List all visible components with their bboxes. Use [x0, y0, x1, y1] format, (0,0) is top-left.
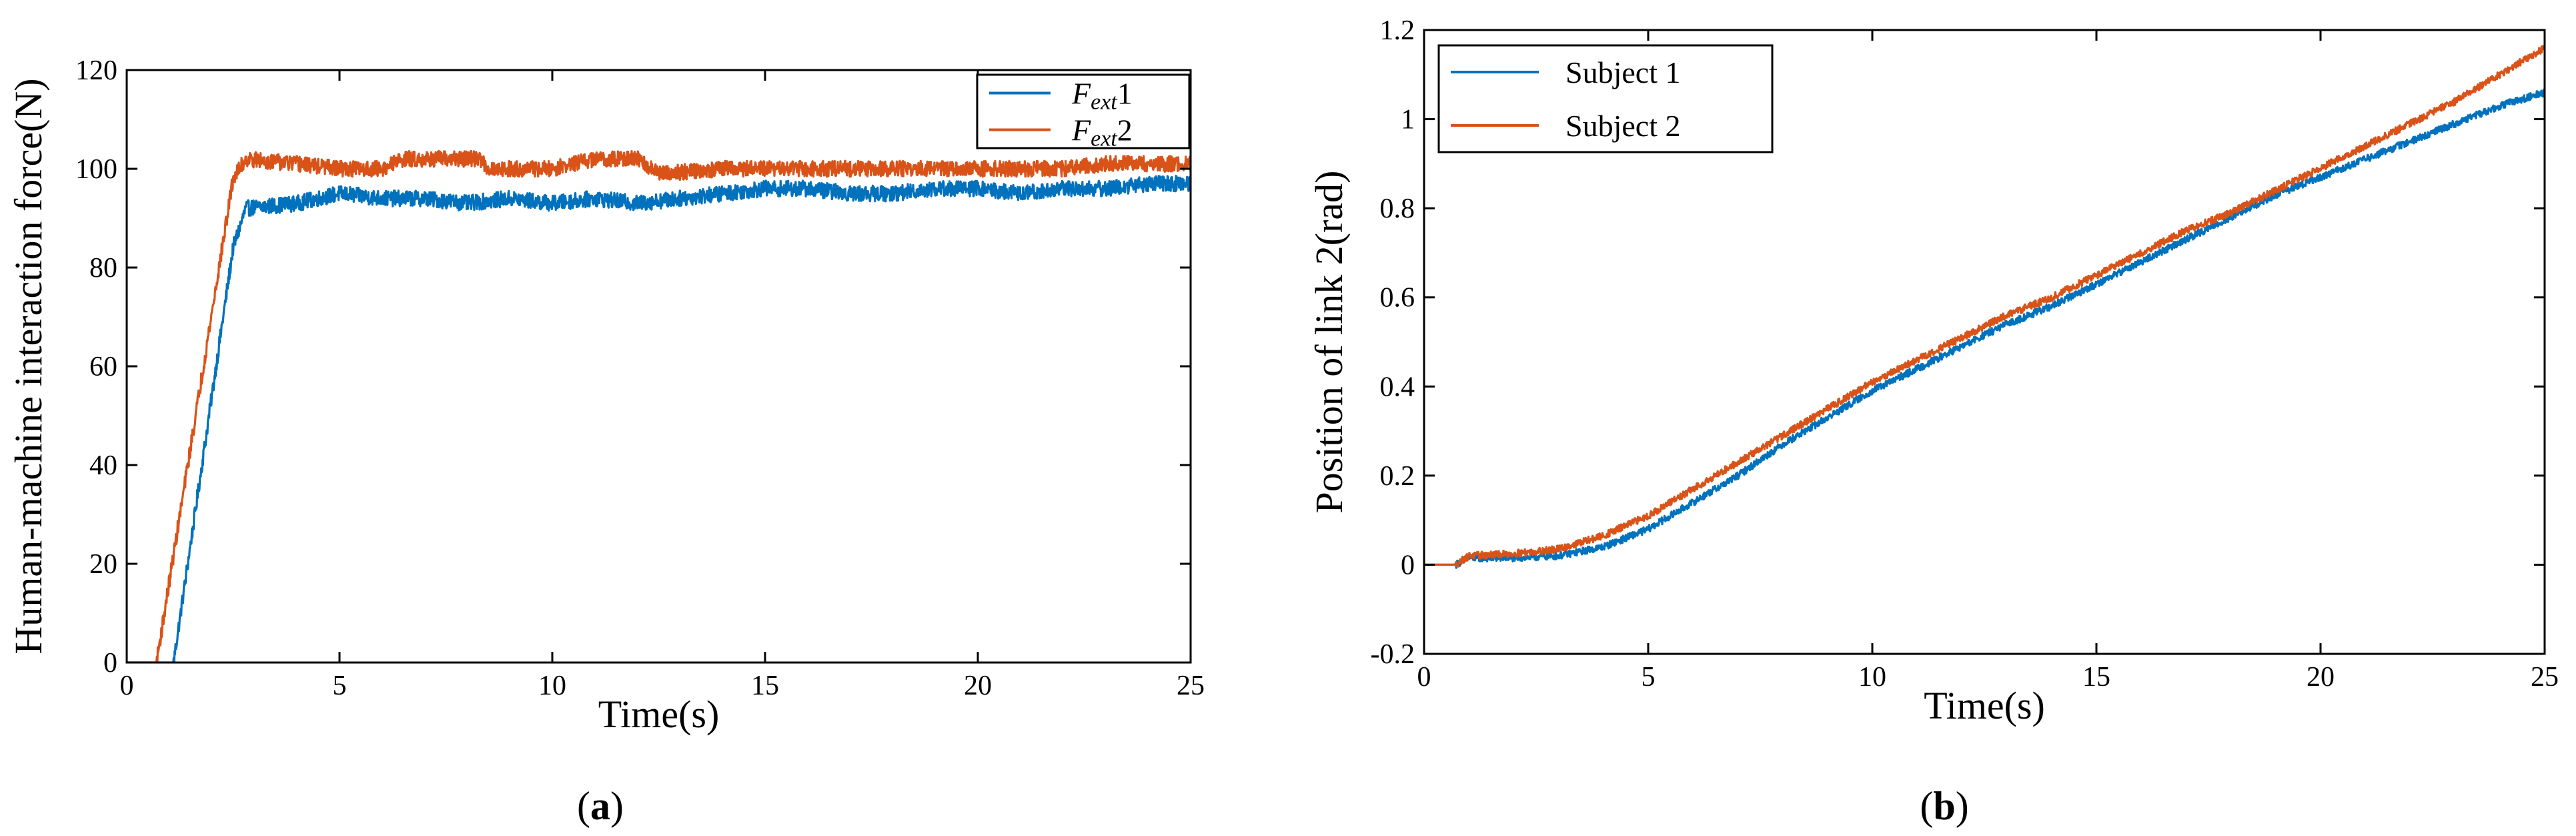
- x-tick-label: 20: [964, 671, 992, 701]
- x-axis-label: Time(s): [1924, 684, 2045, 727]
- x-tick-label: 15: [751, 671, 779, 701]
- y-tick-label: 100: [75, 154, 117, 185]
- x-tick-label: 10: [538, 671, 566, 701]
- x-tick-label: 10: [1858, 662, 1886, 693]
- y-axis-label: Human-machine interaction force(N): [7, 78, 50, 654]
- legend-suffix: 1: [1117, 77, 1133, 111]
- y-tick-label: 1: [1401, 105, 1415, 135]
- y-tick-label: 80: [89, 253, 117, 284]
- caption-letter: a: [590, 784, 610, 828]
- legend-suffix: 2: [1117, 113, 1133, 147]
- y-tick-label: -0.2: [1371, 639, 1415, 670]
- series-group: [1424, 45, 2545, 569]
- series-line-1: [127, 174, 1191, 663]
- x-tick-label: 25: [1177, 671, 1205, 701]
- series-line-2: [127, 149, 1191, 663]
- caption-paren-open: (: [577, 784, 590, 828]
- caption-paren-close: ): [610, 784, 624, 828]
- legend-symbol: F: [1071, 77, 1091, 111]
- caption-letter: b: [1933, 784, 1955, 828]
- legend-entry: Subject 2: [1565, 109, 1680, 143]
- subfigure-caption: (b): [1920, 784, 1968, 828]
- legend: Subject 1 Subject 2: [1437, 44, 1774, 153]
- series-line-1: [1424, 88, 2545, 569]
- x-tick-label: 15: [2082, 662, 2110, 693]
- series-group: [127, 149, 1191, 663]
- y-tick-label: 60: [89, 352, 117, 382]
- y-tick-label: 0.4: [1380, 372, 1415, 402]
- x-tick-label: 5: [333, 671, 347, 701]
- series-line-2: [1424, 45, 2545, 568]
- y-tick-label: 0.2: [1380, 461, 1415, 492]
- legend-entry: Subject 1: [1565, 55, 1680, 89]
- y-tick-label: 0.6: [1380, 283, 1415, 314]
- legend-box: [1437, 44, 1774, 153]
- y-tick-label: 0.8: [1380, 193, 1415, 224]
- plot-frame: [1423, 29, 2546, 655]
- legend-subscript: ext: [1091, 90, 1118, 115]
- y-tick-label: 20: [89, 549, 117, 580]
- x-axis-label: Time(s): [598, 693, 720, 736]
- chart-a: 0 5 10 15 20 25 0 20 40 60 80 100 120 Time(s) Human-ma…: [7, 55, 1205, 828]
- legend-subscript: ext: [1091, 127, 1118, 151]
- caption-paren-close: ): [1956, 784, 1969, 828]
- caption-paren-open: (: [1920, 784, 1933, 828]
- legend-symbol: F: [1071, 113, 1091, 147]
- legend-entry: Fext1: [1071, 77, 1133, 115]
- y-axis-label: Position of link 2(rad): [1307, 171, 1351, 514]
- y-tick-label: 1.2: [1380, 15, 1415, 46]
- x-tick-label: 5: [1642, 662, 1656, 693]
- legend-box: [976, 73, 1191, 149]
- y-tick-label: 120: [75, 55, 117, 86]
- subfigure-caption: (a): [577, 784, 624, 828]
- x-tick-label: 20: [2307, 662, 2335, 693]
- legend-entry: Fext2: [1071, 113, 1133, 151]
- y-tick-label: 0: [1401, 550, 1415, 580]
- chart-b: 0 5 10 15 20 25-0.200.20.40.60.811.2Time(s)Po…: [1307, 15, 2559, 828]
- x-tick-label: 25: [2531, 662, 2559, 693]
- y-tick-label: 0: [103, 648, 117, 679]
- x-tick-label: 0: [120, 671, 134, 701]
- x-tick-label: 0: [1417, 662, 1431, 693]
- y-tick-label: 40: [89, 450, 117, 481]
